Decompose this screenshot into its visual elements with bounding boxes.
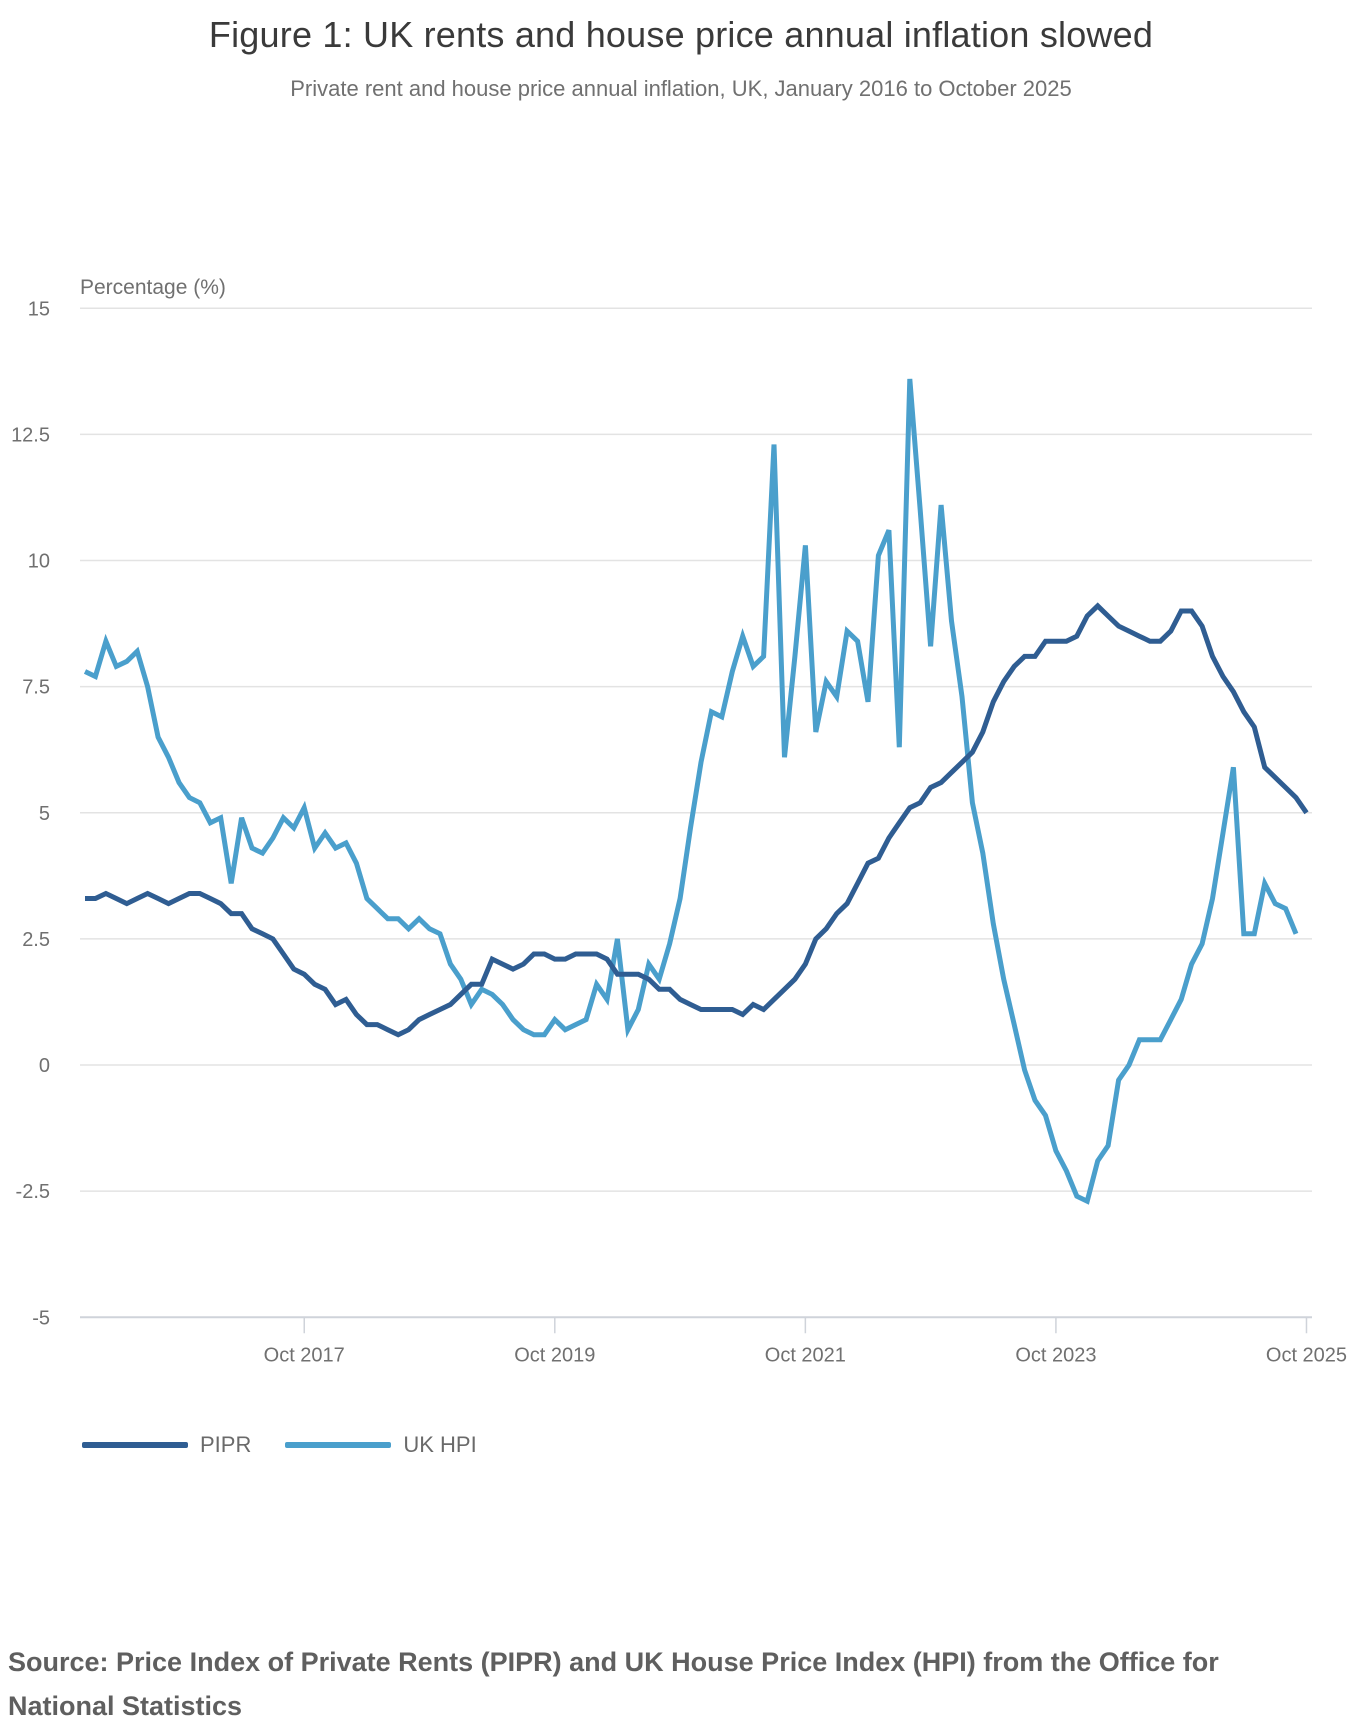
- y-tick-label: 5: [39, 803, 50, 825]
- y-tick-label: 0: [39, 1055, 50, 1077]
- series-line-uk-hpi: [83, 378, 1299, 1205]
- legend-label: UK HPI: [403, 1432, 477, 1457]
- chart-title: Figure 1: UK rents and house price annua…: [208, 14, 1154, 55]
- y-tick-label: 12.5: [11, 424, 50, 446]
- data-lines: [83, 378, 1309, 1205]
- y-tick-label: 2.5: [22, 929, 50, 951]
- y-axis-ticks: 15 12.5 10 7.5 5 2.5 0 -2.5 -5: [11, 298, 50, 1329]
- x-tick-label: Oct 2025: [1266, 1344, 1347, 1366]
- uk-hpi-swatch-icon: [285, 1442, 392, 1448]
- y-tick-label: -5: [32, 1307, 50, 1329]
- x-axis-ticks: Oct 2017 Oct 2019 Oct 2021 Oct 2023 Oct 2025: [264, 1317, 1347, 1366]
- y-tick-label: 15: [28, 298, 50, 320]
- series-line-pipr: [85, 602, 1309, 1038]
- legend: PIPR UK HPI: [82, 1432, 477, 1458]
- pipr-swatch-icon: [82, 1442, 188, 1448]
- x-tick-label: Oct 2019: [514, 1344, 595, 1366]
- y-tick-label: 7.5: [22, 677, 50, 699]
- x-tick-label: Oct 2021: [765, 1344, 846, 1366]
- y-tick-label: -2.5: [16, 1181, 50, 1203]
- legend-label: PIPR: [200, 1432, 252, 1457]
- x-tick-label: Oct 2023: [1015, 1344, 1096, 1366]
- y-tick-label: 10: [28, 551, 50, 573]
- y-axis-title: Percentage (%): [80, 276, 226, 299]
- legend-item-pipr[interactable]: PIPR: [82, 1432, 251, 1458]
- legend-item-uk-hpi[interactable]: UK HPI: [285, 1432, 477, 1458]
- gridlines: [80, 307, 1312, 1319]
- chart-subtitle: Private rent and house price annual infl…: [290, 76, 1072, 101]
- source-note: Source: Price Index of Private Rents (PI…: [8, 1647, 1219, 1721]
- x-tick-label: Oct 2017: [264, 1344, 345, 1366]
